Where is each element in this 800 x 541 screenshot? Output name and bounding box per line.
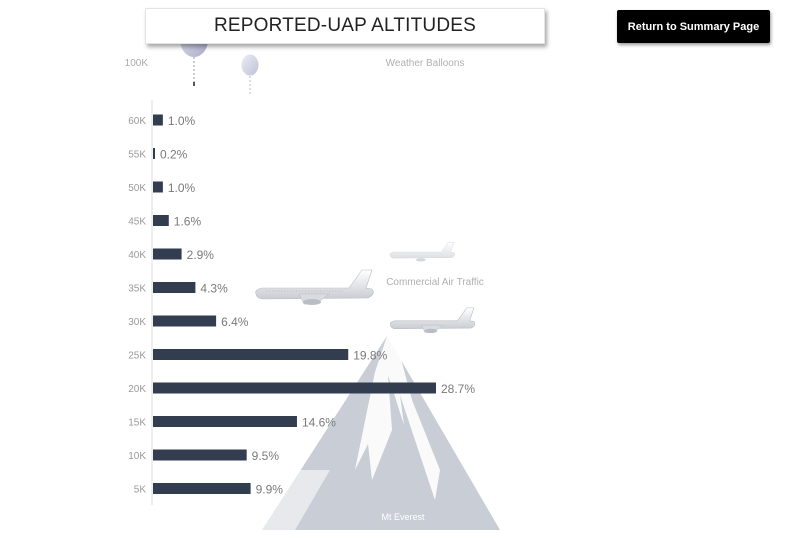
y-tick-label: 5K: [134, 485, 147, 496]
y-tick-label: 20K: [128, 384, 146, 395]
airplane-icon: [255, 269, 374, 305]
data-label: 2.9%: [187, 248, 215, 262]
chart-title: REPORTED-UAP ALTITUDES: [213, 15, 476, 36]
top-tick-label: 100K: [125, 58, 149, 69]
data-label: 1.0%: [168, 114, 196, 128]
y-tick-label: 10K: [128, 451, 146, 462]
data-label: 19.8%: [353, 349, 387, 363]
bar-15K: [153, 416, 297, 427]
bar-10K: [153, 449, 247, 461]
bar-25K: [153, 349, 349, 360]
bar-30K: [153, 315, 217, 327]
data-label: 0.2%: [160, 148, 188, 162]
y-tick-label: 45K: [128, 217, 146, 228]
bar-55K: [153, 148, 155, 159]
mt-everest-label: Mt Everest: [381, 512, 425, 522]
bar-50K: [153, 181, 163, 193]
return-to-summary-button[interactable]: Return to Summary Page: [617, 10, 770, 43]
data-label: 9.5%: [252, 449, 280, 463]
bar-5K: [153, 483, 251, 494]
bar-60K: [153, 114, 163, 126]
data-label: 14.6%: [302, 416, 336, 430]
bar-40K: [153, 248, 182, 260]
airplane-icon: [389, 307, 476, 334]
bars-layer: 60K 1.0% 55K 0.2% 50K 1.0% 45K 1.6% 40K 2.9% 35K 4.…: [128, 114, 475, 497]
data-label: 4.3%: [200, 282, 228, 296]
commercial-air-traffic-label: Commercial Air Traffic: [386, 277, 484, 288]
weather-balloon-icon: [241, 54, 259, 94]
y-tick-label: 30K: [128, 317, 146, 328]
y-tick-label: 50K: [128, 183, 146, 194]
data-label: 1.0%: [168, 181, 196, 195]
bar-35K: [153, 282, 196, 293]
data-label: 1.6%: [174, 215, 202, 229]
y-tick-label: 55K: [128, 150, 146, 161]
y-tick-label: 60K: [128, 116, 146, 127]
bar-20K: [153, 382, 436, 394]
mountain-icon: [262, 336, 500, 530]
airplane-icon: [389, 241, 455, 262]
y-tick-label: 35K: [128, 284, 146, 295]
data-label: 28.7%: [441, 382, 475, 396]
chart-title-box: REPORTED-UAP ALTITUDES: [145, 8, 545, 44]
data-label: 6.4%: [221, 315, 249, 329]
y-tick-label: 15K: [128, 418, 146, 429]
y-tick-label: 40K: [128, 250, 146, 261]
data-label: 9.9%: [256, 483, 284, 497]
bar-45K: [153, 215, 169, 226]
y-tick-label: 25K: [128, 351, 146, 362]
weather-balloons-label: Weather Balloons: [386, 58, 465, 69]
